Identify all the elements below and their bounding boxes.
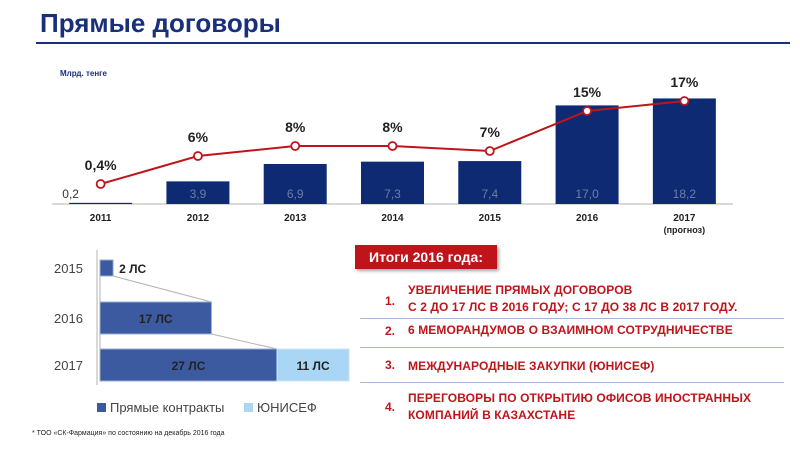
bar-value-label: 0,2 <box>62 187 79 201</box>
y-tick-label: 2016 <box>54 311 83 326</box>
line-value-label: 17% <box>670 74 699 90</box>
line-value-label: 8% <box>285 119 306 135</box>
summary-divider <box>360 382 784 383</box>
line-value-label: 6% <box>188 129 209 145</box>
bar-value-label: 17,0 <box>575 187 599 201</box>
x-tick-label: 2017 <box>673 213 696 224</box>
stacked-horizontal-bar-chart: 2015 2 ЛС 2016 17 ЛС 2017 27 ЛС 11 ЛС Прямые ко… <box>54 250 350 415</box>
x-tick-label: 2016 <box>576 213 599 224</box>
line-point <box>679 96 690 106</box>
footnote: * ТОО «СК-Фармация» по состоянию на дека… <box>32 430 225 437</box>
bar <box>652 98 716 204</box>
bar-value-label: 2 ЛС <box>119 262 146 276</box>
main-bar-line-chart: Млрд. тенге 0,2 2011 3,9 2012 6,9 2013 7,3 2014 7… <box>52 69 733 235</box>
line-value-label: 0,4% <box>85 157 117 173</box>
page-title: Прямые договоры <box>40 8 281 38</box>
summary-item-text: С 2 ДО 17 ЛС В 2016 ГОДУ; С 17 ДО 38 ЛС … <box>408 300 738 314</box>
connector-line <box>112 275 212 303</box>
summary-divider <box>360 347 784 348</box>
y-tick-label: 2015 <box>54 261 83 276</box>
bar-value-label: 11 ЛС <box>297 359 330 373</box>
summary-divider <box>360 318 784 319</box>
line-point <box>95 179 106 189</box>
bar-value-label: 18,2 <box>673 187 697 201</box>
unit-label: Млрд. тенге <box>60 69 107 78</box>
summary-item-number: 1. <box>385 294 396 308</box>
bar-value-label: 7,3 <box>384 187 401 201</box>
legend-label: Прямые контракты <box>110 400 224 415</box>
bar <box>99 301 212 335</box>
x-tick-label: 2011 <box>90 213 112 224</box>
bar <box>166 181 230 204</box>
connector-line <box>211 333 278 350</box>
line-point <box>387 141 398 151</box>
bar-value-label: 3,9 <box>190 187 207 201</box>
bar-value-label: 7,4 <box>481 187 498 201</box>
line-point <box>484 146 495 156</box>
x-tick-label: 2015 <box>479 213 502 224</box>
bar-value-label: 6,9 <box>287 187 304 201</box>
bar-value-label: 17 ЛС <box>139 312 173 326</box>
line-value-label: 8% <box>382 119 403 135</box>
x-tick-sublabel: (прогноз) <box>664 225 705 235</box>
line-value-label: 7% <box>480 124 501 140</box>
legend-swatch <box>97 403 106 412</box>
summary-item-text: УВЕЛИЧЕНИЕ ПРЯМЫХ ДОГОВОРОВ <box>408 283 633 297</box>
summary-item-number: 2. <box>385 324 396 338</box>
summary-item-text: ПЕРЕГОВОРЫ ПО ОТКРЫТИЮ ОФИСОВ ИНОСТРАННЫ… <box>408 391 752 405</box>
line-point <box>290 141 301 151</box>
bar <box>276 348 350 382</box>
y-tick-label: 2017 <box>54 358 83 373</box>
legend-swatch <box>244 403 253 412</box>
summary-item-text: 6 МЕМОРАНДУМОВ О ВЗАИМНОМ СОТРУДНИЧЕСТВЕ <box>408 323 733 337</box>
bar <box>263 163 327 204</box>
bar <box>361 161 424 204</box>
summary-header: Итоги 2016 года: <box>355 245 497 269</box>
bar <box>69 202 133 204</box>
bar <box>99 348 278 382</box>
summary-item-number: 4. <box>385 400 396 414</box>
summary-item-text: КОМПАНИЙ В КАЗАХСТАНЕ <box>408 408 576 422</box>
x-tick-label: 2013 <box>284 213 307 224</box>
bar <box>555 105 619 204</box>
x-tick-label: 2012 <box>187 213 210 224</box>
bar <box>99 259 114 277</box>
line-point <box>193 151 203 161</box>
x-tick-label: 2014 <box>381 213 404 224</box>
legend-label: ЮНИСЕФ <box>257 400 317 415</box>
line-value-label: 15% <box>573 84 602 100</box>
line-point <box>582 106 592 116</box>
bar <box>458 161 522 204</box>
summary-item-text: МЕЖДУНАРОДНЫЕ ЗАКУПКИ (ЮНИСЕФ) <box>408 359 655 373</box>
summary-item-number: 3. <box>385 358 396 372</box>
bar-value-label: 27 ЛС <box>172 359 206 373</box>
title-underline <box>36 42 790 44</box>
